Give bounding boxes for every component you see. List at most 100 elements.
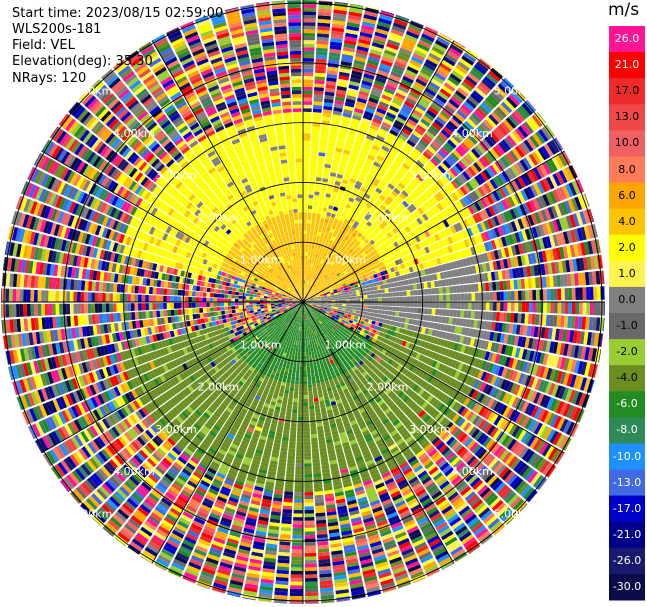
ray-gate <box>441 263 447 272</box>
ray-gate <box>355 363 361 369</box>
ray-gate <box>463 310 468 318</box>
ray-gate <box>436 134 446 144</box>
ray-gate <box>402 395 410 403</box>
ray-gate <box>506 515 517 525</box>
ray-gate <box>441 431 450 441</box>
ray-gate <box>463 155 473 166</box>
ray-gate <box>578 179 585 192</box>
ray-gate <box>516 88 526 99</box>
ray-gate <box>529 390 538 403</box>
ray-gate <box>353 59 366 66</box>
ray-gate <box>504 197 513 209</box>
ray-gate <box>392 160 402 168</box>
ray-gate <box>415 360 422 368</box>
ray-gate <box>314 368 318 373</box>
ray-gate <box>357 420 365 427</box>
ray-gate <box>357 214 364 221</box>
ray-gate <box>424 349 431 357</box>
ray-gate <box>526 186 535 199</box>
ray-gate <box>490 375 498 386</box>
ray-gate <box>365 284 370 289</box>
ray-gate <box>353 168 361 174</box>
ray-gate <box>373 264 379 270</box>
ray-gate <box>440 239 447 247</box>
ray-gate <box>309 234 314 239</box>
ray-gate <box>388 413 396 421</box>
ray-gate <box>504 235 511 246</box>
ray-gate <box>578 287 583 300</box>
ray-gate <box>416 314 421 320</box>
ray-gate <box>342 297 346 300</box>
ray-gate <box>414 296 418 302</box>
ray-gate <box>396 88 408 97</box>
ray-gate <box>372 475 382 483</box>
ray-gate <box>425 189 434 198</box>
ray-gate <box>501 367 508 378</box>
ray-gate <box>407 390 415 398</box>
ray-gate <box>543 143 554 157</box>
ray-gate <box>455 318 460 326</box>
ray-gate <box>505 407 514 419</box>
ray-gate <box>437 65 450 76</box>
ray-gate <box>418 121 429 130</box>
ray-gate <box>344 350 349 355</box>
ray-gate <box>371 144 381 152</box>
ray-gate <box>365 190 373 197</box>
ray-gate <box>357 177 364 184</box>
ray-gate <box>404 100 415 109</box>
ray-gate <box>514 302 519 312</box>
ray-gate <box>327 284 331 288</box>
ray-gate <box>366 134 375 141</box>
ray-gate <box>579 331 585 345</box>
ray-gate <box>327 208 333 214</box>
ray-gate <box>471 522 484 533</box>
ray-gate <box>481 536 494 545</box>
ray-gate <box>447 139 457 149</box>
ray-gate <box>323 307 328 310</box>
ray-gate <box>387 315 392 320</box>
ray-gate <box>469 519 482 531</box>
ray-gate <box>488 164 498 176</box>
ray-gate <box>535 238 542 251</box>
ray-gate <box>333 13 347 19</box>
ray-gate <box>317 265 321 270</box>
ray-gate <box>426 55 440 65</box>
ray-gate <box>399 131 410 139</box>
ray-gate <box>390 360 397 367</box>
ray-gate <box>386 42 399 51</box>
ray-gate <box>405 233 412 241</box>
ray-gate <box>420 455 430 464</box>
ray-gate <box>321 288 325 292</box>
ray-gate <box>399 291 404 297</box>
ray-gate <box>353 299 357 302</box>
ray-gate <box>337 346 342 352</box>
ray-gate <box>381 94 392 102</box>
ray-gate <box>374 158 383 165</box>
ray-gate <box>342 149 351 155</box>
ray-gate <box>438 444 448 453</box>
ray-gate <box>443 271 449 279</box>
ray-gate <box>345 281 350 285</box>
ray-gate <box>538 379 546 392</box>
ray-gate <box>409 413 418 422</box>
ray-gate <box>320 303 325 306</box>
ray-gate <box>313 97 323 102</box>
ray-gate <box>429 336 435 344</box>
ray-gate <box>430 281 435 288</box>
ray-gate <box>305 297 309 300</box>
ray-gate <box>473 338 479 348</box>
ray-gate <box>428 448 438 458</box>
ray-gate <box>441 530 454 541</box>
ray-gate <box>311 313 315 317</box>
ray-gate <box>482 437 492 448</box>
ray-gate <box>397 479 408 487</box>
ray-gate <box>381 275 386 281</box>
ray-gate <box>494 354 501 364</box>
ray-gate <box>359 292 364 296</box>
ray-gate <box>575 287 580 300</box>
ray-gate <box>417 308 422 314</box>
ray-gate <box>511 396 520 408</box>
ray-gate <box>507 494 519 506</box>
ray-gate <box>380 327 385 333</box>
ray-gate <box>531 151 542 164</box>
